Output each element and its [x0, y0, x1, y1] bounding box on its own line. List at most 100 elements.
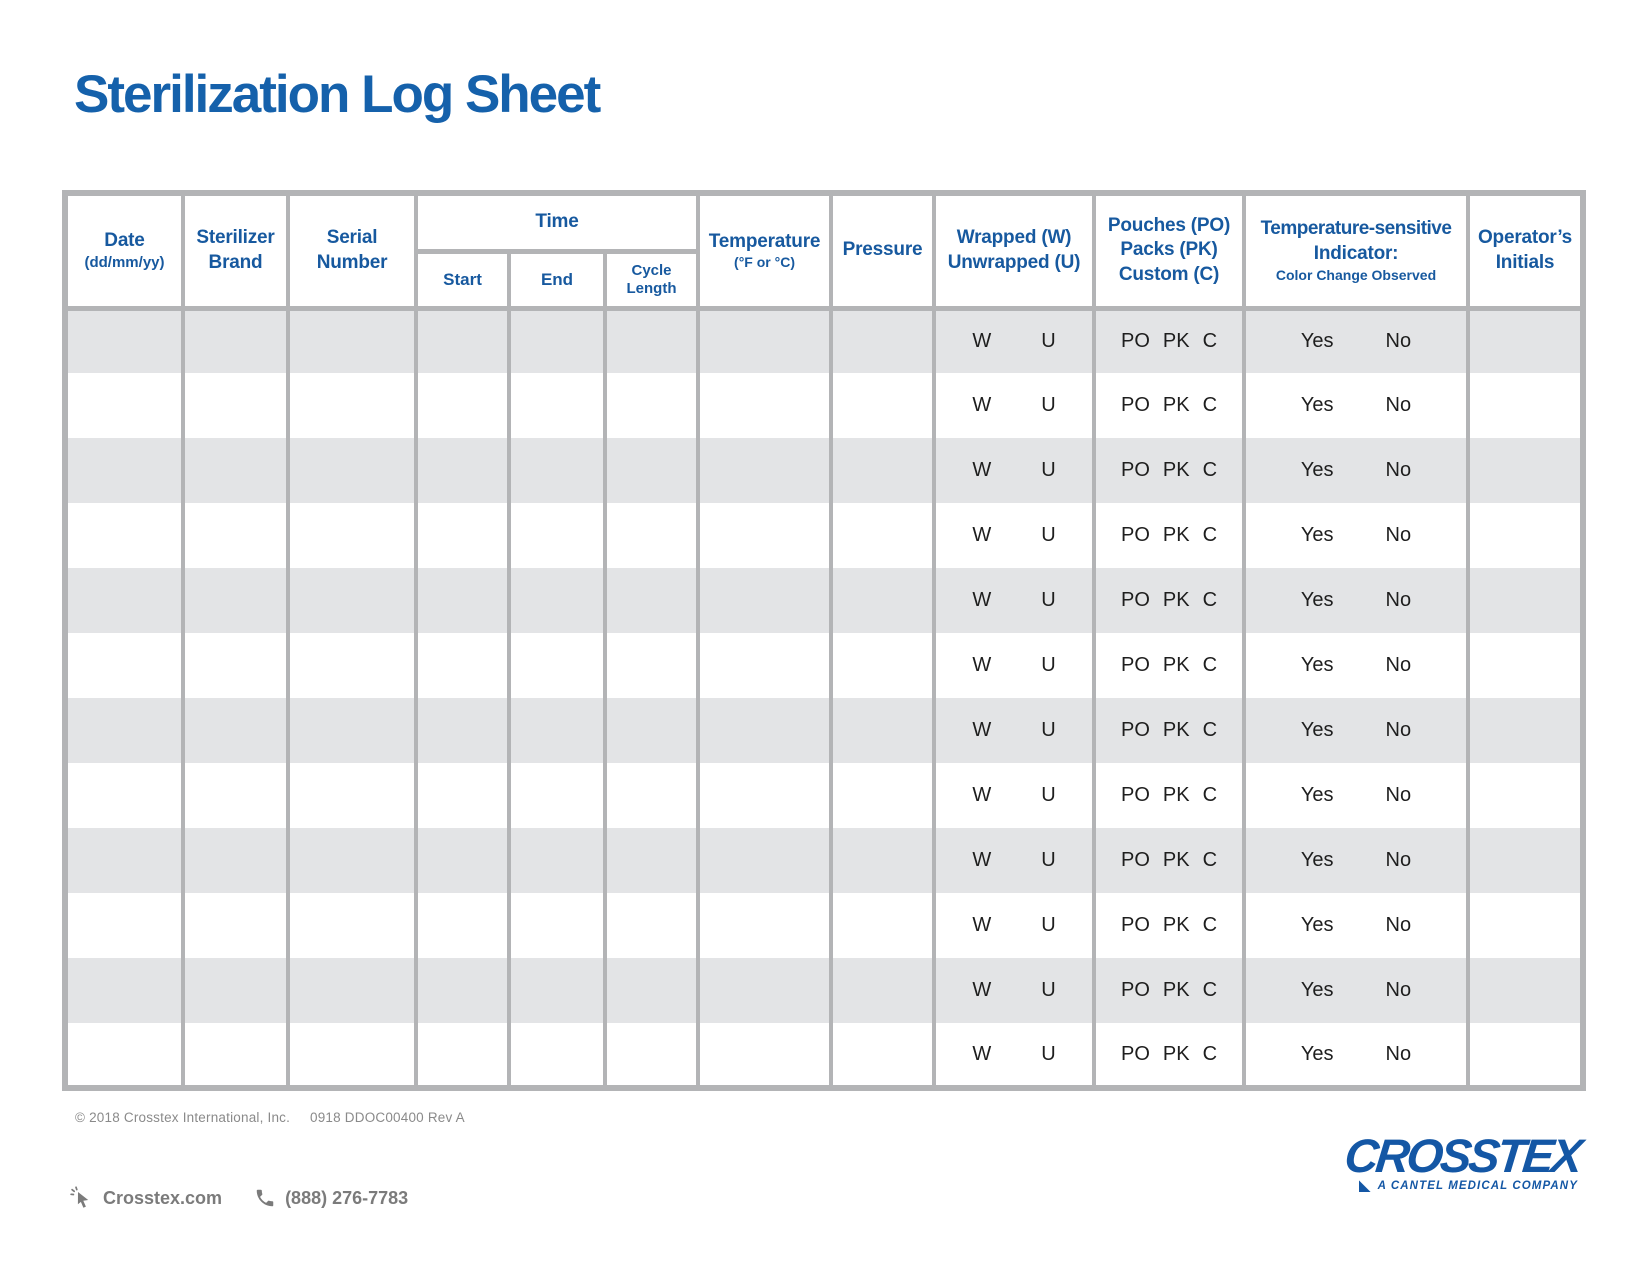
phone-item: (888) 276-7783 [254, 1187, 408, 1209]
cell-time-end [507, 503, 607, 568]
cell-wrapped-options: W U [932, 893, 1097, 958]
option-no: No [1385, 784, 1412, 806]
cell-wrapped-options: W U [932, 698, 1097, 763]
cell-wrapped-options: W U [932, 1023, 1097, 1088]
cell-pouch-options: PO PK C [1092, 698, 1247, 763]
pouch-options: PO PK C [1096, 784, 1242, 807]
cell-cycle-length [602, 438, 701, 503]
cell-indicator-options: Yes No [1242, 828, 1471, 893]
cell-operator-initials [1466, 438, 1586, 503]
table-row: W U PO PK C Yes No [63, 568, 1586, 633]
option-unwrapped-u: U [1041, 589, 1056, 611]
cell-wrapped-options: W U [932, 958, 1097, 1023]
cell-operator-initials [1466, 1023, 1586, 1088]
option-yes: Yes [1300, 849, 1334, 871]
col-header-operator-initials: Operator’s Initials [1466, 193, 1586, 311]
wrapped-options: W U [936, 719, 1092, 742]
col-header-indicator: Temperature-sensitive Indicator: Color C… [1242, 193, 1471, 311]
header-wrapped-line1: Wrapped (W) [956, 227, 1072, 249]
option-pouches-po: PO [1120, 914, 1150, 936]
cell-cycle-length [602, 568, 701, 633]
website-text: Crosstex.com [103, 1187, 223, 1208]
option-wrapped-w: W [972, 394, 992, 416]
table-row: W U PO PK C Yes No [63, 373, 1586, 438]
option-packs-pk: PK [1162, 914, 1190, 936]
header-indicator-line1: Temperature-sensitive [1260, 218, 1452, 240]
indicator-options: Yes No [1246, 589, 1466, 612]
option-wrapped-w: W [972, 654, 992, 676]
header-date-line1: Date [104, 230, 145, 252]
pouch-options: PO PK C [1096, 654, 1242, 677]
cell-cycle-length [602, 698, 701, 763]
cell-serial-number [286, 438, 418, 503]
cell-time-start [414, 373, 511, 438]
pouch-options: PO PK C [1096, 459, 1242, 482]
cell-cycle-length [602, 503, 701, 568]
pouch-options: PO PK C [1096, 979, 1242, 1002]
col-header-pressure: Pressure [829, 193, 937, 311]
cell-wrapped-options: W U [932, 763, 1097, 828]
cell-wrapped-options: W U [932, 568, 1097, 633]
cell-operator-initials [1466, 763, 1586, 828]
option-pouches-po: PO [1120, 394, 1150, 416]
cell-operator-initials [1466, 828, 1586, 893]
option-unwrapped-u: U [1041, 849, 1056, 871]
logo-tagline-row: A CANTEL MEDICAL COMPANY [1358, 1180, 1578, 1192]
cell-pressure [829, 373, 937, 438]
cell-indicator-options: Yes No [1242, 698, 1471, 763]
option-unwrapped-u: U [1041, 330, 1056, 353]
indicator-options: Yes No [1246, 719, 1466, 742]
cell-sterilizer-brand [181, 893, 290, 958]
cell-time-end [507, 633, 607, 698]
cell-serial-number [286, 1023, 418, 1088]
option-wrapped-w: W [972, 524, 992, 546]
table-row: W U PO PK C Yes No [63, 308, 1586, 373]
table-header: Date (dd/mm/yy) Sterilizer Brand Serial … [63, 193, 1586, 311]
cell-sterilizer-brand [181, 698, 290, 763]
cell-sterilizer-brand [181, 958, 290, 1023]
option-wrapped-w: W [972, 330, 992, 353]
cell-date [63, 308, 185, 373]
option-packs-pk: PK [1162, 1042, 1190, 1065]
cell-pouch-options: PO PK C [1092, 763, 1247, 828]
option-packs-pk: PK [1162, 459, 1190, 481]
cell-time-start [414, 828, 511, 893]
cell-sterilizer-brand [181, 503, 290, 568]
col-header-cycle-length: Cycle Length [602, 251, 701, 311]
wrapped-options: W U [936, 459, 1092, 482]
cell-time-start [414, 568, 511, 633]
cell-date [63, 568, 185, 633]
col-header-date: Date (dd/mm/yy) [63, 193, 185, 311]
pouch-options: PO PK C [1096, 589, 1242, 612]
indicator-options: Yes No [1246, 784, 1466, 807]
cell-operator-initials [1466, 568, 1586, 633]
wrapped-options: W U [936, 394, 1092, 417]
header-serial-line2: Number [316, 251, 388, 273]
cell-time-end [507, 1023, 607, 1088]
header-pouches-line3: Custom (C) [1118, 264, 1220, 286]
cell-wrapped-options: W U [932, 373, 1097, 438]
option-packs-pk: PK [1162, 784, 1190, 806]
cell-sterilizer-brand [181, 763, 290, 828]
cell-operator-initials [1466, 698, 1586, 763]
wrapped-options: W U [936, 784, 1092, 807]
cell-time-start [414, 1023, 511, 1088]
option-custom-c: C [1202, 589, 1218, 611]
table-row: W U PO PK C Yes No [63, 828, 1586, 893]
option-custom-c: C [1202, 330, 1218, 353]
option-custom-c: C [1202, 979, 1218, 1001]
header-start-label: Start [443, 269, 482, 289]
cell-sterilizer-brand [181, 373, 290, 438]
option-packs-pk: PK [1162, 394, 1190, 416]
option-packs-pk: PK [1162, 330, 1190, 353]
cell-pressure [829, 698, 937, 763]
option-wrapped-w: W [972, 1042, 992, 1065]
cell-cycle-length [602, 308, 701, 373]
indicator-options: Yes No [1246, 979, 1466, 1002]
cell-wrapped-options: W U [932, 438, 1097, 503]
option-no: No [1385, 979, 1412, 1001]
indicator-options: Yes No [1246, 330, 1466, 353]
table-row: W U PO PK C Yes No [63, 1023, 1586, 1088]
option-packs-pk: PK [1162, 719, 1190, 741]
header-operator-line2: Initials [1495, 251, 1555, 273]
